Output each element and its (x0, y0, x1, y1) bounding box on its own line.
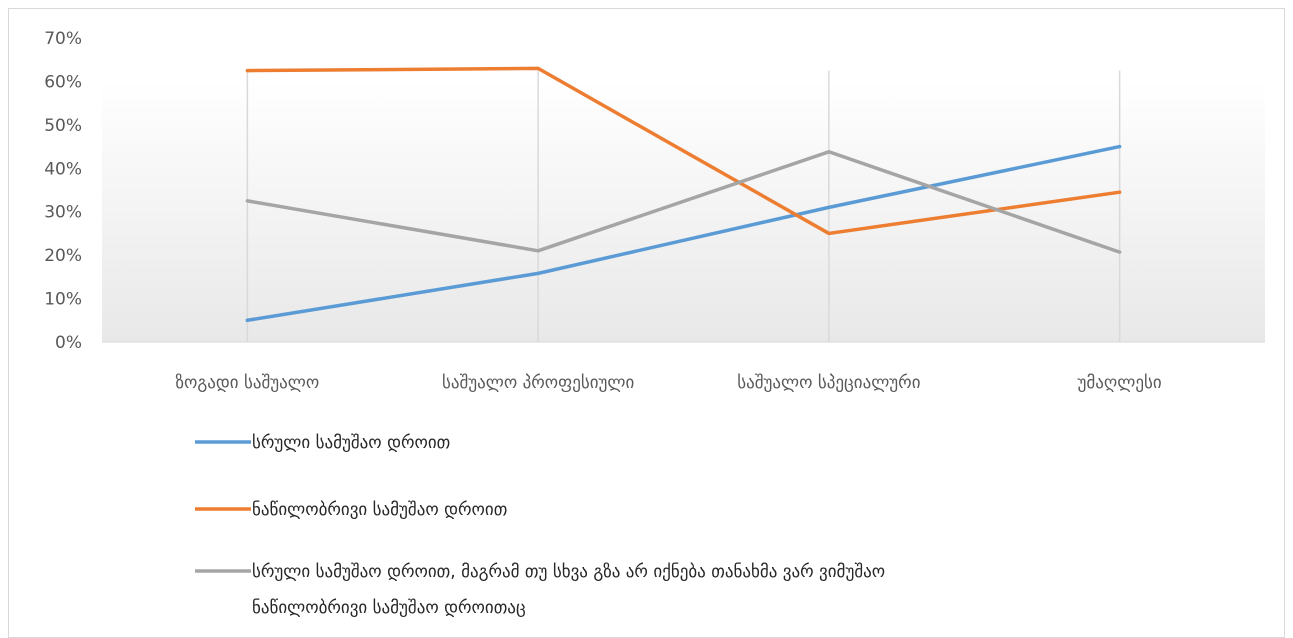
y-tick-label: 50% (44, 116, 82, 136)
x-category-label: უმაღლესი (1078, 373, 1162, 393)
legend-label-3: სრული სამუშაო დროით, მაგრამ თუ სხვა გზა … (252, 562, 885, 582)
x-category-label: საშუალო სპეციალური (737, 373, 920, 393)
y-tick-label: 0% (55, 333, 82, 353)
y-tick-label: 30% (44, 203, 82, 223)
y-tick-label: 20% (44, 246, 82, 266)
legend-label-1: სრული სამუშაო დროით (252, 433, 450, 453)
legend-label-3: ნაწილობრივი სამუშაო დროითაც (252, 598, 526, 618)
x-category-label: ზოგადი საშუალო (175, 373, 319, 393)
plot-area (102, 81, 1265, 342)
legend-label-2: ნაწილობრივი სამუშაო დროით (252, 500, 507, 520)
x-category-label: საშუალო პროფესიული (442, 373, 634, 393)
y-tick-label: 10% (44, 290, 82, 310)
y-tick-label: 40% (44, 159, 82, 179)
y-tick-label: 60% (44, 72, 82, 92)
y-tick-label: 70% (44, 29, 82, 49)
